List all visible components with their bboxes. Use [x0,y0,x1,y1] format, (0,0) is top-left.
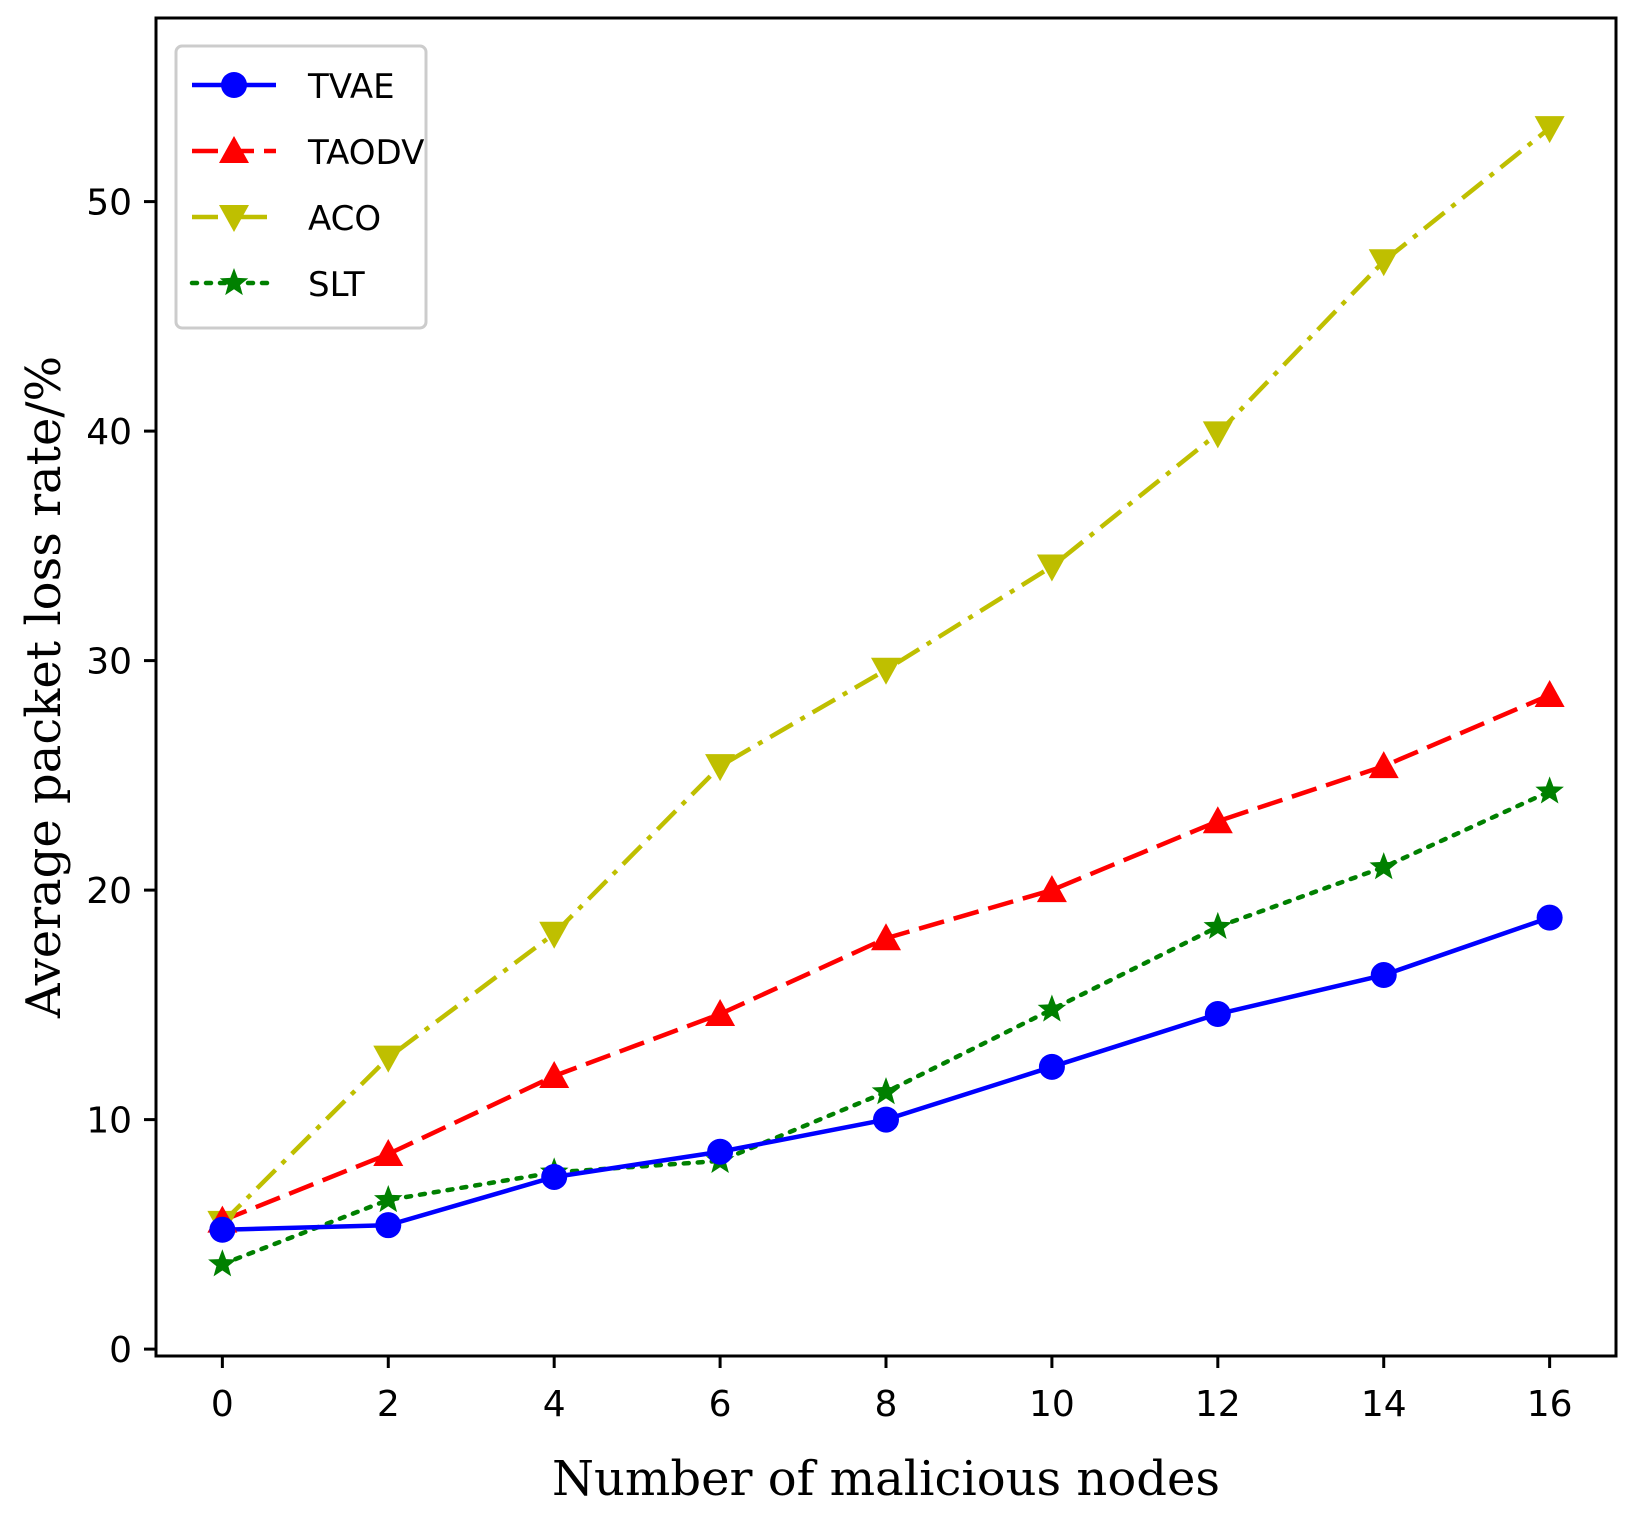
data-point-taodv [1534,680,1565,708]
y-tick-label: 20 [86,871,132,912]
data-point-tvae [1370,962,1397,989]
data-point-taodv [1036,875,1067,903]
data-point-slt [1203,911,1233,939]
legend-item-aco: ACO [192,199,381,239]
data-point-tvae [375,1212,402,1239]
data-point-slt [374,1184,403,1213]
legend-marker-tvae [221,72,247,98]
y-axis: 0 10 20 30 40 50 [86,183,156,1371]
data-point-aco [1534,116,1565,144]
x-tick-label: 0 [211,1384,234,1425]
series-markers [207,116,1565,1277]
data-point-slt [871,1077,901,1105]
legend-label-slt: SLT [308,265,365,305]
y-axis-label: Average packet loss rate/% [16,356,72,1019]
legend-item-tvae: TVAE [192,67,395,107]
data-point-aco [373,1045,404,1073]
legend-label-taodv: TAODV [307,133,424,173]
legend-item-slt: SLT [189,265,365,305]
data-point-tvae [707,1138,734,1165]
data-point-taodv [539,1061,570,1089]
data-point-taodv [373,1139,404,1167]
y-tick-label: 30 [86,642,132,683]
legend-label-tvae: TVAE [307,67,395,107]
series-line-taodv [221,692,1551,1223]
x-tick-label: 14 [1361,1384,1407,1425]
data-point-slt [208,1249,237,1277]
x-axis: 0 2 4 6 8 10 12 14 16 [211,1356,1573,1425]
series-line-tvae [222,915,1551,1233]
legend-item-taodv: TAODV [192,133,424,173]
data-point-aco [705,754,736,782]
legend-box [174,44,428,330]
x-tick-label: 8 [875,1384,898,1425]
x-axis-label: Number of malicious nodes [552,1451,1220,1507]
data-point-tvae [873,1106,899,1133]
data-point-tvae [209,1216,236,1243]
y-tick-label: 40 [86,412,132,453]
data-point-taodv [871,923,901,951]
data-point-aco [1202,421,1233,449]
data-point-aco [1036,554,1067,582]
legend: TVAE TAODV ACO SLT [174,44,428,330]
data-point-taodv [1202,806,1233,834]
x-tick-label: 16 [1527,1384,1573,1425]
y-tick-label: 50 [86,183,132,224]
data-point-tvae [541,1163,568,1190]
x-tick-label: 2 [377,1384,400,1425]
y-tick-label: 0 [109,1330,132,1371]
data-point-aco [1368,249,1399,277]
x-tick-label: 12 [1195,1384,1241,1425]
x-tick-label: 4 [543,1384,566,1425]
data-point-aco [539,921,570,949]
x-tick-label: 6 [709,1384,732,1425]
x-tick-label: 10 [1029,1384,1075,1425]
legend-marker-slt [219,268,249,296]
data-point-slt [1369,852,1398,880]
data-point-slt [1037,994,1067,1022]
data-point-aco [871,657,901,685]
data-point-taodv [1368,751,1399,779]
data-point-tvae [1204,1001,1231,1028]
data-point-slt [1535,776,1564,804]
data-point-taodv [705,999,736,1027]
data-point-tvae [1038,1053,1065,1080]
legend-marker-aco [219,205,249,232]
legend-marker-taodv [219,136,249,163]
legend-label-aco: ACO [308,199,381,239]
y-tick-label: 10 [86,1101,132,1142]
data-point-tvae [1536,904,1563,931]
series-line-slt [220,789,1552,1267]
